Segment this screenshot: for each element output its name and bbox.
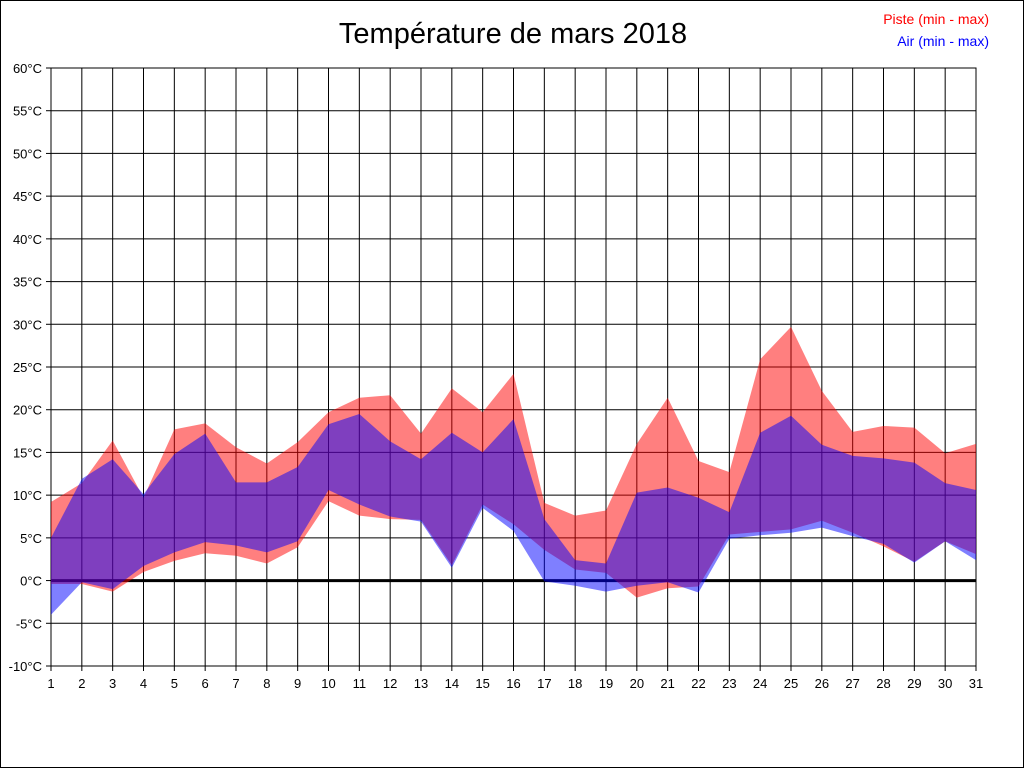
x-tick-label: 29 — [907, 676, 921, 691]
x-tick-label: 22 — [691, 676, 705, 691]
axis-ticks — [46, 67, 977, 671]
x-tick-label: 23 — [722, 676, 736, 691]
legend-item-piste: Piste (min - max) — [883, 11, 989, 27]
y-tick-label: 60°C — [13, 61, 42, 76]
x-tick-label: 31 — [969, 676, 983, 691]
x-tick-label: 24 — [753, 676, 767, 691]
x-tick-label: 5 — [171, 676, 178, 691]
y-tick-label: -5°C — [16, 616, 42, 631]
x-tick-label: 21 — [660, 676, 674, 691]
y-tick-label: 45°C — [13, 189, 42, 204]
x-tick-label: 10 — [321, 676, 335, 691]
x-tick-label: 14 — [445, 676, 459, 691]
x-tick-label: 16 — [506, 676, 520, 691]
x-tick-label: 1 — [47, 676, 54, 691]
y-tick-label: 20°C — [13, 403, 42, 418]
data-bands — [51, 326, 976, 615]
x-tick-label: 13 — [414, 676, 428, 691]
y-tick-label: 25°C — [13, 360, 42, 375]
chart-title: Température de mars 2018 — [339, 18, 687, 50]
y-tick-label: 10°C — [13, 488, 42, 503]
x-tick-label: 17 — [537, 676, 551, 691]
y-tick-label: 30°C — [13, 317, 42, 332]
y-axis-labels: -10°C -5°C 0°C 5°C 10°C 15°C 20°C 25°C 30°C 35°C 4… — [9, 61, 42, 674]
x-tick-label: 26 — [815, 676, 829, 691]
x-tick-label: 7 — [232, 676, 239, 691]
x-tick-label: 18 — [568, 676, 582, 691]
y-tick-label: 50°C — [13, 146, 42, 161]
x-tick-label: 12 — [383, 676, 397, 691]
x-tick-label: 3 — [109, 676, 116, 691]
x-tick-label: 15 — [475, 676, 489, 691]
x-tick-label: 30 — [938, 676, 952, 691]
x-tick-label: 27 — [845, 676, 859, 691]
x-tick-label: 4 — [140, 676, 147, 691]
legend-item-air: Air (min - max) — [897, 33, 989, 49]
x-tick-label: 8 — [263, 676, 270, 691]
x-tick-label: 11 — [353, 676, 367, 691]
y-tick-label: 15°C — [13, 445, 42, 460]
y-tick-label: 0°C — [20, 574, 42, 589]
y-tick-label: 35°C — [13, 275, 42, 290]
x-tick-label: 19 — [599, 676, 613, 691]
y-tick-label: 5°C — [20, 531, 42, 546]
x-axis-labels: 1 2 3 4 5 6 7 8 9 10 11 12 13 14 15 16 17 18 19 20 21 22 23 24 2… — [47, 676, 983, 691]
x-tick-label: 25 — [784, 676, 798, 691]
x-tick-label: 20 — [630, 676, 644, 691]
x-tick-label: 6 — [202, 676, 209, 691]
x-tick-label: 9 — [294, 676, 301, 691]
y-tick-label: 40°C — [13, 232, 42, 247]
x-tick-label: 2 — [78, 676, 85, 691]
air-minmax-band — [51, 413, 976, 615]
y-tick-label: 55°C — [13, 104, 42, 119]
x-tick-label: 28 — [876, 676, 890, 691]
y-tick-label: -10°C — [9, 659, 42, 674]
